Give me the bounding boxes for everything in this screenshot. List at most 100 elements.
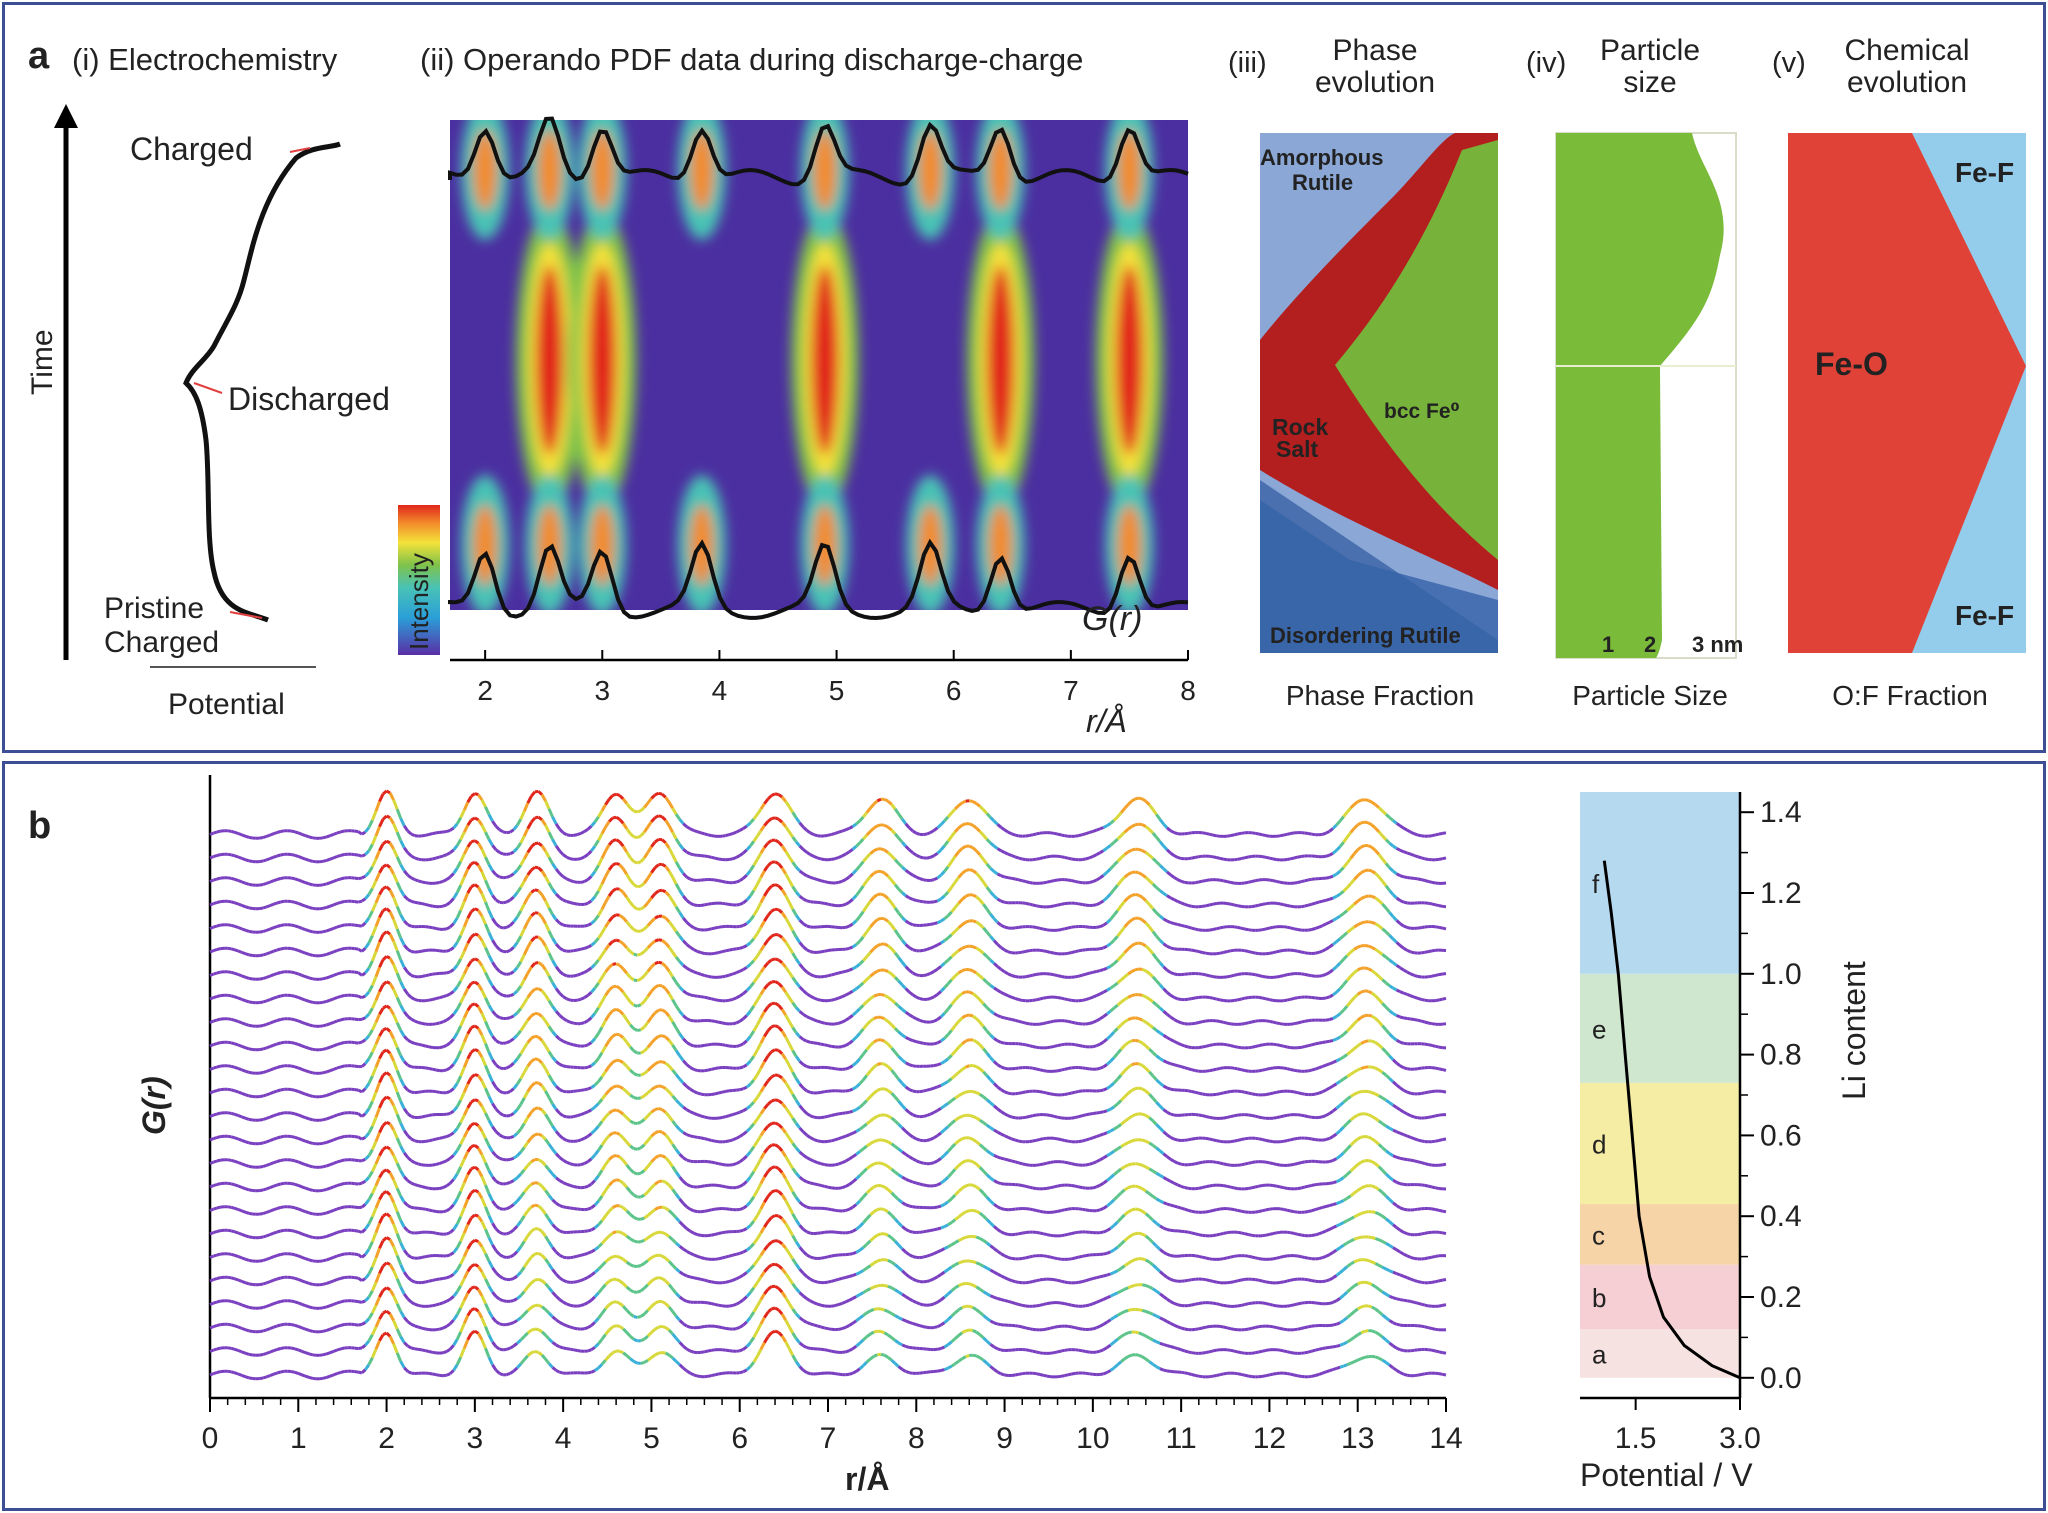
gr-curve-segment	[230, 1135, 236, 1140]
gr-curve-segment	[1144, 1089, 1151, 1096]
gr-curve-segment	[763, 1147, 770, 1154]
gr-curve-segment	[374, 1081, 381, 1093]
gr-curve-segment	[844, 1157, 850, 1163]
gr-curve-segment	[248, 1235, 253, 1239]
gr-curve-segment	[1092, 1111, 1097, 1115]
gr-curve-segment	[512, 1366, 519, 1373]
gr-curve-segment	[784, 1036, 791, 1045]
gr-curve-segment	[848, 1131, 854, 1137]
gr-curve-segment	[290, 1088, 296, 1092]
gr-curve-segment	[1050, 1255, 1055, 1260]
gr-curve-segment	[1159, 1082, 1165, 1088]
gr-curve-segment	[894, 1263, 900, 1269]
gr-curve-segment	[950, 1241, 956, 1247]
gr-curve-segment	[725, 1348, 730, 1353]
gr-curve-segment	[1421, 1183, 1426, 1187]
gr-curve-segment	[1120, 1213, 1126, 1220]
gr-curve-segment	[611, 1178, 617, 1183]
gr-curve-segment	[756, 1232, 763, 1240]
gr-curve-segment	[1141, 1187, 1147, 1193]
gr-curve-segment	[544, 1282, 551, 1289]
gr-curve-segment	[597, 1144, 604, 1152]
gr-curve-segment	[584, 1229, 589, 1233]
gr-curve-segment	[319, 1235, 324, 1240]
gr-curve-segment	[664, 1087, 671, 1093]
gr-curve-segment	[410, 1322, 416, 1328]
gr-curve-segment	[767, 1263, 773, 1269]
gr-curve-segment	[877, 1283, 882, 1288]
gr-curve-segment	[506, 1114, 511, 1118]
gr-curve-segment	[534, 1327, 539, 1331]
gr-curve-segment	[388, 1239, 395, 1248]
gr-curve-segment	[1304, 1184, 1309, 1189]
gr-curve-segment	[462, 1083, 470, 1093]
heat-peak-discharged-red	[986, 265, 1015, 455]
gr-curve-segment	[1113, 1269, 1119, 1274]
gr-curve-segment	[474, 1048, 480, 1053]
gr-curve-segment	[1381, 1122, 1387, 1128]
gr-curve-segment	[905, 1203, 910, 1208]
gr-curve-segment	[943, 1102, 949, 1108]
gr-curve-segment	[1308, 1115, 1313, 1119]
gr-curve-segment	[1385, 1316, 1391, 1322]
gr-curve-segment	[1269, 1207, 1274, 1211]
gr-curve-segment	[756, 1276, 763, 1284]
gr-curve-segment	[1339, 1268, 1345, 1274]
gr-curve-segment	[1099, 1156, 1105, 1162]
gr-curve-segment	[1102, 1371, 1108, 1376]
gr-curve-segment	[509, 1179, 515, 1184]
sub-iii-phase-evolution: (iii) Phase evolution Amorphous Rutile R…	[1228, 34, 1498, 711]
gr-curve-segment	[248, 1141, 253, 1145]
gr-curve-segment	[612, 1108, 617, 1113]
gr-curve-segment	[1392, 1344, 1398, 1350]
gr-curve-segment	[1148, 1336, 1154, 1342]
gr-curve-segment	[996, 1249, 1002, 1255]
gr-curve-segment	[227, 1322, 232, 1327]
gr-curve-segment	[361, 1321, 367, 1326]
gr-curve-segment	[399, 1286, 406, 1295]
gr-curve-segment	[816, 1302, 822, 1307]
gr-curve-segment	[862, 1335, 868, 1342]
gr-curve-segment	[961, 1113, 967, 1118]
gr-curve-segment	[890, 1336, 897, 1342]
gr-curve-segment	[593, 1223, 600, 1230]
gr-curve-segment	[975, 1091, 981, 1096]
gr-curve-segment	[512, 1342, 519, 1348]
gr-curve-segment	[462, 1223, 470, 1234]
gr-curve-segment	[1039, 1351, 1044, 1355]
gr-curve-segment	[340, 1064, 345, 1069]
gr-curve-segment	[371, 1140, 378, 1151]
gr-curve-segment	[770, 1329, 776, 1335]
gr-curve-segment	[1329, 1345, 1334, 1349]
gr-curve-segment	[940, 1128, 946, 1135]
gr-curve-segment	[1378, 1212, 1384, 1218]
gr-curve-segment	[728, 1304, 733, 1308]
gr-curve-segment	[385, 1120, 391, 1126]
gr-curve-segment	[633, 1239, 638, 1244]
gr-curve-segment	[495, 1179, 501, 1185]
gr-curve-segment	[1170, 1062, 1175, 1067]
gr-curve-segment	[865, 1357, 872, 1364]
gr-curve-segment	[834, 1277, 840, 1282]
gr-curve-segment	[1029, 1139, 1034, 1144]
gr-curve-segment	[636, 1315, 642, 1319]
gr-curve-segment	[1180, 1370, 1185, 1375]
gr-curve-segment	[1339, 1364, 1345, 1369]
gr-curve-segment	[661, 1179, 667, 1184]
gr-curve-segment	[721, 1162, 726, 1167]
gr-curve-segment	[1099, 1088, 1104, 1093]
gr-curve-segment	[922, 1325, 928, 1329]
gr-curve-segment	[301, 1114, 306, 1120]
gr-curve-segment	[654, 1035, 660, 1041]
gr-curve-segment	[357, 1229, 363, 1234]
gr-curve-segment	[1388, 1101, 1394, 1107]
gr-curve-segment	[276, 1159, 282, 1163]
gr-curve-segment	[1123, 1355, 1130, 1361]
gr-curve-segment	[294, 1253, 299, 1258]
gr-curve-segment	[806, 1065, 811, 1069]
gr-curve-segment	[1223, 1115, 1228, 1120]
gr-curve-segment	[1396, 1155, 1401, 1160]
gr-curve-segment	[551, 1315, 558, 1321]
gr-curve-segment	[986, 1123, 992, 1129]
gr-curve-segment	[690, 1325, 695, 1330]
